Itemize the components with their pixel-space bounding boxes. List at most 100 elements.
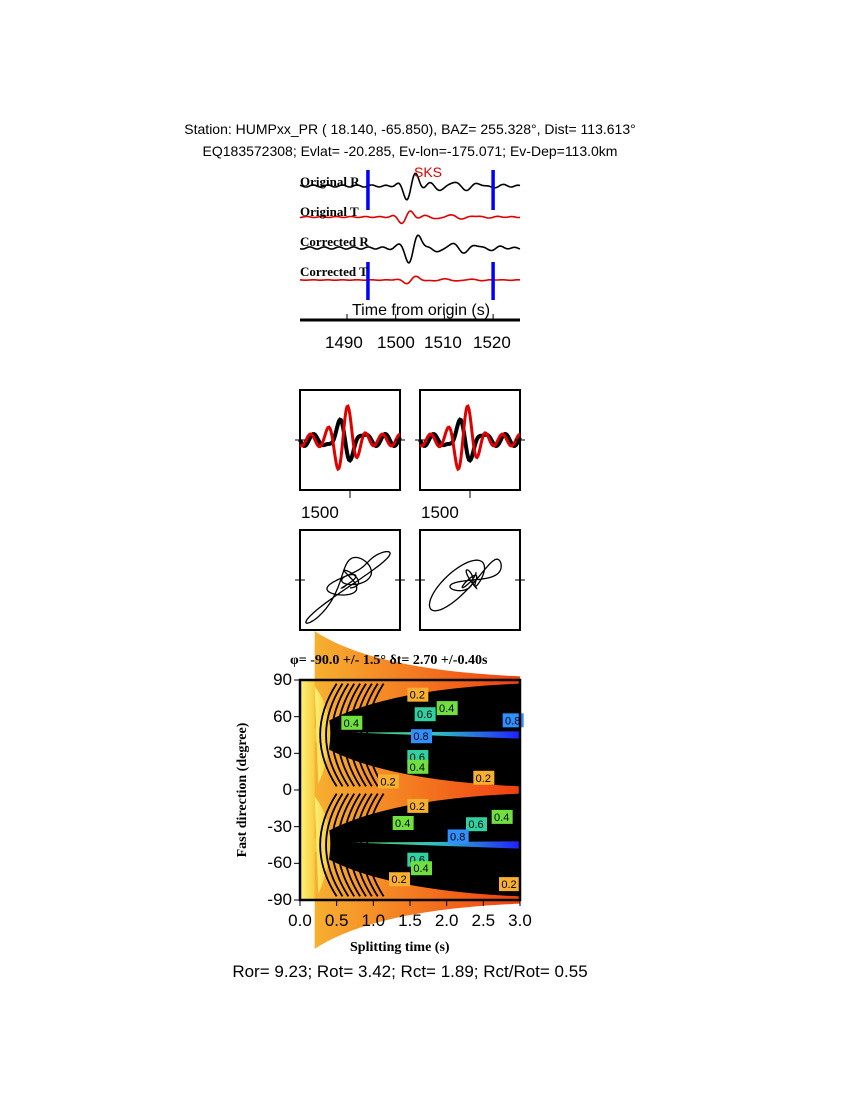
- station-header: Station: HUMPxx_PR ( 18.140, -65.850), B…: [184, 121, 636, 137]
- waveform-panel-corrected: [415, 389, 525, 498]
- contour-label: 0.4: [392, 816, 414, 830]
- contour-label-text: 0.6: [468, 819, 483, 831]
- contour-label: 0.2: [499, 877, 520, 892]
- contour-label-box: [389, 872, 410, 887]
- contour-line: [319, 683, 338, 787]
- contour-label-text: 0.2: [380, 776, 395, 788]
- chart-xtick-label: 0.0: [288, 911, 312, 930]
- chart-ylabel: Fast direction (degree): [235, 722, 250, 858]
- low-misfit-region: [300, 680, 319, 900]
- contour-label-text: 0.4: [395, 818, 410, 830]
- contour-line: [366, 683, 385, 787]
- trace-original-r: [299, 172, 521, 201]
- contour-label: 0.6: [466, 817, 487, 832]
- trace-label-original-r: Original R: [300, 174, 360, 189]
- contour-label-box: [407, 687, 429, 702]
- trace-xlabel: Time from origin (s): [352, 302, 491, 319]
- contour-label: 0.2: [407, 687, 429, 702]
- chart-ytick-label: -30: [267, 816, 292, 836]
- contour-label-text: 0.6: [417, 709, 432, 721]
- trace-label-corrected-t: Corrected T: [300, 264, 368, 279]
- chart-ytick-label: 90: [273, 670, 292, 689]
- panel-frame: [299, 529, 401, 631]
- contour-lobe-45: [314, 686, 331, 784]
- plot-area: [300, 680, 520, 900]
- panel-tick-right: 1500: [421, 503, 459, 522]
- contour-label-box: [341, 715, 363, 730]
- contour-line: [337, 793, 356, 897]
- contour-label-text: 0.2: [476, 773, 491, 785]
- contour-label-box: [407, 798, 429, 813]
- contour-line: [337, 683, 356, 787]
- contour-label: 0.8: [447, 829, 469, 844]
- contour-label: 0.2: [378, 774, 399, 789]
- chart-xtick-label: 1.0: [361, 911, 386, 930]
- contour-label-text: 0.2: [501, 879, 516, 891]
- contour-line: [360, 683, 379, 787]
- contour-line: [325, 793, 344, 897]
- contour-label-text: 0.8: [413, 731, 428, 743]
- contour-band-45: [351, 731, 520, 739]
- contour-label: 0.4: [491, 809, 513, 824]
- ratio-summary: Ror= 9.23; Rot= 3.42; Rct= 1.89; Rct/Rot…: [232, 962, 588, 981]
- contour-label: 0.8: [411, 729, 432, 744]
- chart-title: φ= -90.0 +/- 1.5° δt= 2.70 +/-0.40s: [290, 653, 488, 668]
- trace-label-corrected-r: Corrected R: [300, 234, 369, 249]
- xtick-1490: 1490: [325, 333, 363, 352]
- contour-label-text: 0.4: [344, 718, 359, 730]
- xtick-1520: 1520: [473, 333, 511, 352]
- chart-xtick-label: 0.5: [324, 911, 349, 930]
- transverse-wave: [418, 404, 521, 472]
- contour-line: [342, 793, 361, 897]
- contour-label: 0.4: [407, 759, 429, 774]
- contour-band-0: [314, 741, 520, 839]
- contour-line: [319, 793, 338, 897]
- contour-label-box: [436, 701, 458, 716]
- particle-motion-panel-corrected: [415, 529, 525, 631]
- contour-label-box: [499, 877, 520, 892]
- contour-label-box: [414, 707, 436, 722]
- chart-xtick-label: 2.0: [434, 911, 459, 930]
- contour-line: [331, 683, 350, 787]
- trace-label-original-t: Original T: [300, 204, 359, 219]
- chart-xtick-label: 2.5: [471, 911, 496, 930]
- panel-tick-left: 1500: [301, 503, 339, 522]
- contour-label: 0.8: [502, 713, 524, 728]
- contour-label-text: 0.2: [391, 874, 406, 886]
- contour-label-box: [491, 809, 513, 824]
- transverse-wave: [298, 404, 401, 472]
- chart-ytick-label: -90: [267, 890, 292, 909]
- waveform-panel-original: [295, 389, 405, 498]
- contour-label-text: 0.4: [413, 863, 428, 875]
- chart-ytick-label: -60: [267, 853, 292, 873]
- contour-label-box: [378, 774, 399, 789]
- particle-motion-path: [428, 558, 502, 612]
- contour-line: [354, 793, 373, 897]
- contour-band--45: [351, 841, 520, 849]
- contour-label-text: 0.2: [410, 690, 425, 702]
- trace-original-t: [299, 210, 521, 225]
- contour-line: [325, 683, 344, 787]
- trace-corrected-t: [299, 275, 520, 285]
- contour-label-box: [466, 817, 487, 832]
- contour-label: 0.2: [389, 872, 410, 887]
- event-header: EQ183572308; Evlat= -20.285, Ev-lon=-175…: [202, 143, 618, 159]
- xtick-1510: 1510: [424, 333, 462, 352]
- contour-label-text: 0.4: [410, 762, 425, 774]
- contour-label-box: [392, 816, 414, 830]
- trace-corrected-r: [299, 234, 521, 264]
- contour-label-box: [447, 829, 469, 844]
- contour-line: [348, 683, 367, 787]
- contour-label: 0.4: [436, 701, 458, 716]
- contour-label-text: 0.8: [505, 715, 520, 727]
- contour-label-box: [407, 759, 429, 774]
- contour-label: 0.6: [414, 707, 436, 722]
- contour-lobe--45: [314, 796, 331, 894]
- contour-line: [342, 683, 361, 787]
- contour-line: [331, 793, 350, 897]
- contour-label-box: [411, 729, 432, 744]
- contour-label: 0.4: [411, 861, 432, 876]
- contour-label-box: [502, 713, 524, 728]
- contour-line: [354, 683, 373, 787]
